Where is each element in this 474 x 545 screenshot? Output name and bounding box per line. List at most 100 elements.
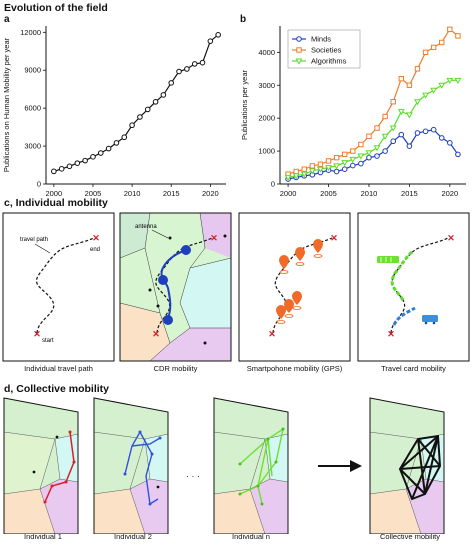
data-point — [113, 140, 120, 146]
data-point — [207, 38, 214, 44]
data-point — [422, 92, 430, 99]
c1-travel-path — [35, 237, 95, 334]
data-point — [317, 161, 324, 167]
data-point — [422, 49, 429, 56]
x-tick-label: 2005 — [85, 189, 102, 198]
d3-frame — [213, 397, 289, 534]
data-point — [414, 99, 421, 106]
c4-caption: Travel card mobility — [381, 364, 446, 373]
d3-caption: Individual n — [232, 532, 270, 541]
data-point — [390, 138, 397, 145]
c1-end-cross: ✕ — [92, 233, 100, 243]
data-point — [455, 33, 461, 39]
data-point — [438, 82, 446, 89]
data-point — [365, 150, 373, 157]
c4-bus-icon — [422, 315, 438, 325]
data-point — [184, 66, 190, 72]
legend-label: Algorithms — [311, 57, 347, 66]
data-point — [325, 165, 332, 172]
data-point — [58, 166, 65, 172]
data-point — [357, 153, 365, 160]
d2-caption: Individual 2 — [114, 532, 152, 541]
data-point — [176, 68, 182, 75]
panel-b-label: b — [240, 14, 247, 25]
data-point — [430, 44, 437, 51]
x-tick-label: 2020 — [441, 189, 458, 198]
data-point — [447, 26, 453, 32]
data-point — [333, 168, 340, 175]
y-tick-label: 1000 — [258, 147, 275, 156]
c1-label-end: end — [90, 247, 100, 253]
data-point — [325, 158, 332, 164]
chart-a: 2000 2005 2010 2015 2020 0 3000 6000 9000 12000 Pu… — [2, 26, 226, 198]
panel-a-label: a — [4, 14, 10, 25]
series-line — [53, 34, 219, 172]
data-point — [397, 109, 405, 116]
data-point — [438, 135, 445, 141]
data-point — [373, 145, 381, 152]
chart-b: 2000 2005 2010 2015 2020 0 1000 2000 3000 4000 Pub… — [240, 26, 466, 198]
c3-gps-pins — [276, 238, 323, 319]
y-tick-label: 4000 — [258, 48, 275, 57]
data-point — [414, 66, 421, 72]
data-point — [405, 112, 413, 119]
d1-caption: Individual 1 — [24, 532, 62, 541]
data-point — [350, 148, 356, 154]
data-point — [82, 157, 88, 164]
y-tick-label: 3000 — [24, 142, 41, 151]
data-point — [301, 166, 307, 172]
data-point — [382, 113, 388, 120]
data-point — [293, 168, 299, 175]
c3-start-cross: ✕ — [268, 329, 276, 339]
data-point — [51, 168, 57, 175]
c4-end-cross: ✕ — [447, 233, 455, 243]
data-point — [430, 87, 438, 94]
d-ellipsis: · · · — [186, 471, 200, 481]
data-point — [439, 39, 445, 46]
data-point — [191, 61, 198, 67]
data-point — [341, 160, 349, 167]
c2-antenna-3 — [181, 245, 191, 255]
x-tick-label: 2000 — [45, 189, 62, 198]
data-point — [137, 114, 143, 120]
data-point — [366, 133, 372, 139]
c4-train-icon — [377, 256, 399, 263]
d4-collective-network — [398, 434, 442, 501]
c3-caption: Smartpohone mobility (GPS) — [246, 364, 343, 373]
c2-path — [155, 237, 213, 334]
y-axis-label: Publications on Human Mobility per year — [2, 37, 11, 172]
c3-end-cross: ✕ — [330, 233, 338, 243]
c4-bus-trace — [392, 306, 416, 326]
d-arrow-head — [350, 460, 362, 472]
data-point — [215, 32, 221, 38]
panel-c-illustrations: ✕ ✕ travel path end start ✕ ✕ antenna — [2, 212, 470, 362]
c4-start-cross: ✕ — [387, 329, 395, 339]
panel-d-illustrations: · · · — [3, 397, 445, 534]
data-point — [406, 143, 413, 149]
c2-end-cross: ✕ — [210, 233, 218, 243]
c1-start-cross: ✕ — [33, 329, 41, 339]
data-point — [129, 122, 135, 129]
data-point — [316, 166, 324, 173]
c4-frame — [357, 212, 470, 362]
d1-frame — [3, 397, 79, 534]
data-point — [168, 80, 175, 86]
y-tick-label: 0 — [37, 180, 41, 189]
data-point — [199, 59, 206, 66]
data-point — [390, 99, 396, 105]
data-point — [341, 166, 348, 172]
x-tick-label: 2015 — [163, 189, 180, 198]
data-point — [454, 77, 462, 84]
c2-antenna-2 — [158, 275, 168, 285]
y-axis-label: Publications per year — [240, 69, 249, 140]
figure-title: Evolution of the field — [4, 2, 108, 14]
data-point — [398, 131, 405, 138]
data-point — [374, 153, 380, 159]
c2-caption: CDR mobility — [153, 364, 198, 373]
data-point — [144, 106, 151, 113]
d2-frame — [93, 397, 169, 534]
data-point — [406, 82, 413, 88]
data-point — [97, 150, 104, 156]
data-point — [455, 151, 461, 158]
y-tick-label: 0 — [271, 180, 275, 189]
